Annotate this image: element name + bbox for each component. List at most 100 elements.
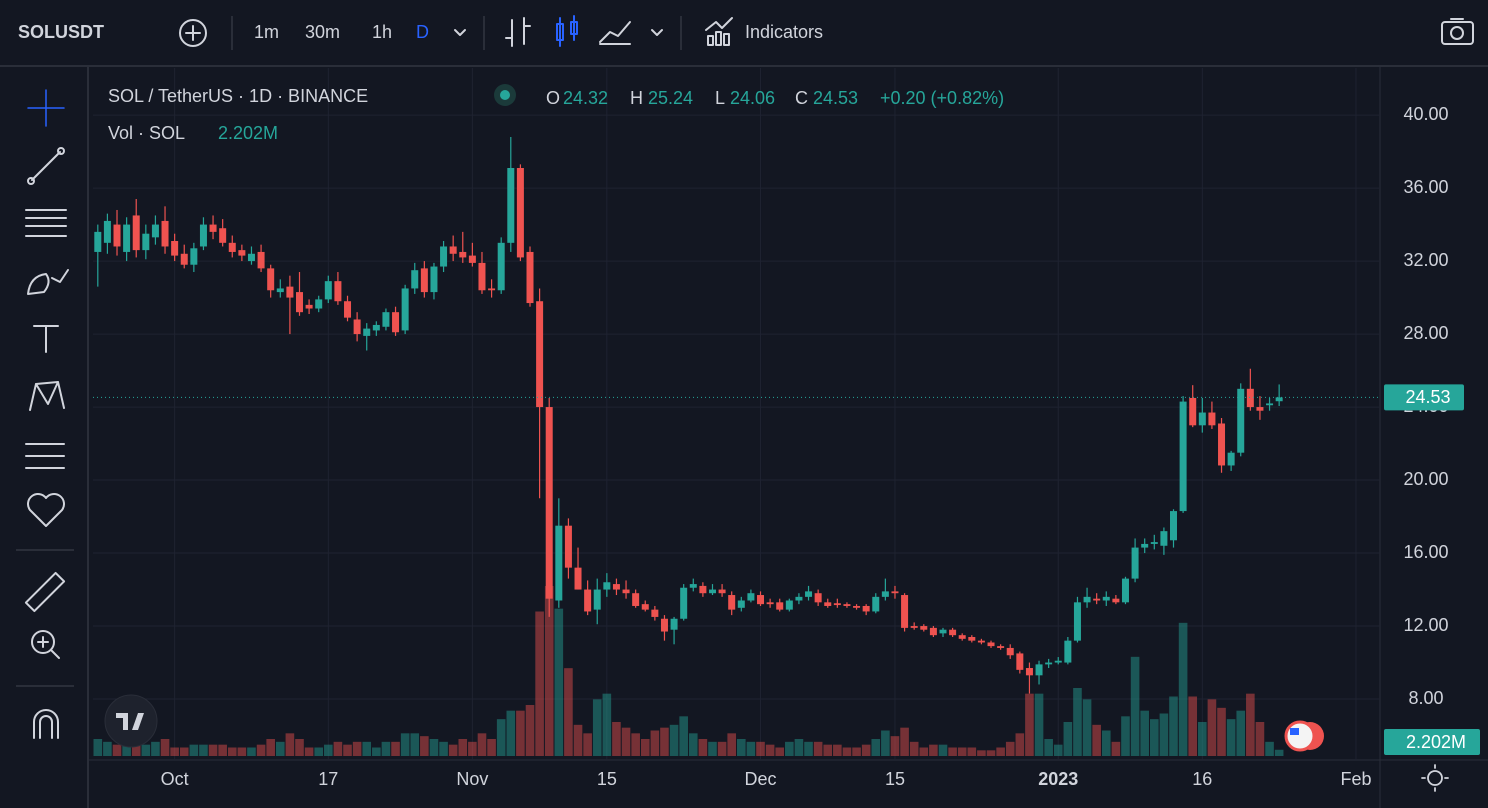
ohlc-label: H [630,88,643,108]
screenshot[interactable] [1441,18,1474,45]
volume-bar [1159,713,1169,756]
candle-body [1073,602,1081,641]
candle-body [872,596,880,612]
volume-bar [583,733,592,756]
fib-tool[interactable] [25,209,67,237]
volume-bar [573,724,583,756]
volume-bar [631,733,640,756]
candle-body [344,301,352,318]
interval[interactable]: 30m [305,22,340,42]
volume-bar [823,744,833,756]
candle-body [603,582,611,590]
symbol[interactable]: SOLUSDT [18,22,104,42]
volume-bar [1217,707,1226,756]
x-tick-label: Oct [161,769,189,789]
zoom-tool[interactable] [31,630,60,659]
candle-body [1266,403,1274,406]
candle-body [1025,668,1033,676]
candle-body [987,642,995,647]
volume-bar [1082,699,1092,756]
logo[interactable] [104,694,158,748]
candle-body [833,603,841,606]
candle-body [1141,543,1149,548]
volume-bar [122,741,131,756]
style-menu[interactable] [651,29,663,36]
volume-bar [1005,741,1015,756]
crosshair-tool[interactable] [27,89,65,127]
interval-menu[interactable] [454,29,466,36]
last-price-label: 24.53 [1405,387,1450,407]
volume-bar [785,741,794,756]
candle-body [564,525,572,568]
candle-body [785,600,793,610]
volume-bar [679,716,688,756]
volume-bar [506,710,516,756]
indicators-icon[interactable] [705,17,733,46]
volume-bar [938,744,948,756]
candle-body [747,593,755,601]
interval[interactable]: 1m [254,22,279,42]
trend-line-tool[interactable] [27,147,65,185]
candle-body [372,324,380,331]
change: +0.20 (+0.82%) [880,88,1004,108]
candle-body [209,224,217,232]
volume-bar [487,739,496,756]
candle-body [1246,388,1254,408]
volume-bar [112,744,122,756]
candle-body [401,288,409,331]
volume-bar [660,727,669,756]
add-symbol[interactable] [179,19,207,47]
volume-bar [669,724,679,756]
ruler-tool[interactable] [24,571,66,613]
volume-bar [1169,696,1178,756]
candle-body [1189,397,1197,426]
volume-bar [141,744,151,756]
candle-body [632,593,640,606]
volume-bar [737,739,746,756]
volume-bar [227,747,237,756]
candle-body [843,604,851,606]
indicators[interactable]: Indicators [745,22,823,42]
candle-body [526,251,534,304]
volume-bar [861,744,871,756]
candle-body [459,251,467,258]
candle-body [920,626,928,630]
candle-body [1045,662,1053,665]
x-tick-label: Dec [745,769,777,789]
volume-bar [871,739,881,756]
volume-bar [688,733,698,756]
candle-body [853,605,861,608]
interval[interactable]: 1h [372,22,392,42]
volume-bar [1063,722,1073,756]
events[interactable] [1284,720,1324,752]
candle-body [382,312,390,327]
volume-bar [564,668,573,756]
ohlc-label: O [546,88,560,108]
x-tick-label: 15 [597,769,617,789]
candle-body [958,635,966,639]
candle-body [670,618,678,630]
volume-bar [170,747,179,756]
last-volume-tag [1384,729,1480,755]
candles-style[interactable] [556,15,578,47]
volume-bar [1121,716,1130,756]
candle-body [891,591,899,594]
volume-bar [554,608,564,756]
prediction-tool[interactable] [25,443,65,469]
favorites-tool[interactable] [27,493,65,527]
bars-style[interactable] [505,17,531,47]
volume-bar [151,741,160,756]
brush-tool[interactable] [27,269,69,295]
settings[interactable] [1421,764,1449,792]
volume-bar [343,744,352,756]
pattern-tool[interactable] [29,381,65,411]
candle-body [247,253,255,262]
text-tool[interactable] [33,325,59,353]
candle-body [536,301,544,408]
interval-active[interactable]: D [416,22,429,42]
volume-bar [400,733,410,756]
volume-value: 2.202M [218,123,278,143]
magnet-tool[interactable] [33,709,59,739]
area-style[interactable] [599,21,631,45]
volume-bar [199,744,208,756]
